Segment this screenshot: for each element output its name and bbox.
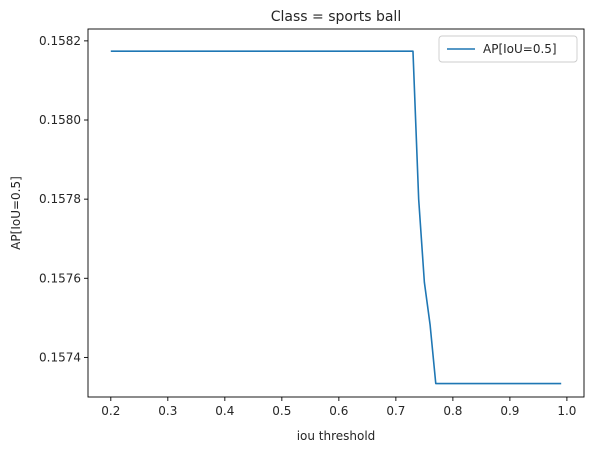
y-axis-ticks: 0.1574 0.1576 0.1578 0.1580 0.1582 [39,34,88,365]
legend: AP[IoU=0.5] [439,36,577,62]
y-tick-label: 0.1580 [39,113,81,127]
y-tick-label: 0.1582 [39,34,81,48]
x-axis-label: iou threshold [297,429,376,443]
x-axis-ticks: 0.2 0.3 0.4 0.5 0.6 0.7 0.8 0.9 1.0 [101,397,576,418]
series-layer [111,51,561,383]
x-tick-label: 0.8 [443,404,462,418]
series-line [111,51,561,383]
y-tick-label: 0.1576 [39,271,81,285]
plot-area [88,29,584,397]
y-tick-label: 0.1574 [39,350,81,364]
x-tick-label: 1.0 [557,404,576,418]
x-tick-label: 0.4 [215,404,234,418]
x-tick-label: 0.2 [101,404,120,418]
y-tick-label: 0.1578 [39,192,81,206]
legend-label: AP[IoU=0.5] [483,42,557,56]
y-axis-label: AP[IoU=0.5] [9,176,23,250]
chart-title: Class = sports ball [271,9,401,25]
x-tick-label: 0.5 [272,404,291,418]
x-tick-label: 0.6 [329,404,348,418]
axes-frame [88,29,584,397]
x-tick-label: 0.3 [158,404,177,418]
x-tick-label: 0.7 [386,404,405,418]
x-tick-label: 0.9 [500,404,519,418]
